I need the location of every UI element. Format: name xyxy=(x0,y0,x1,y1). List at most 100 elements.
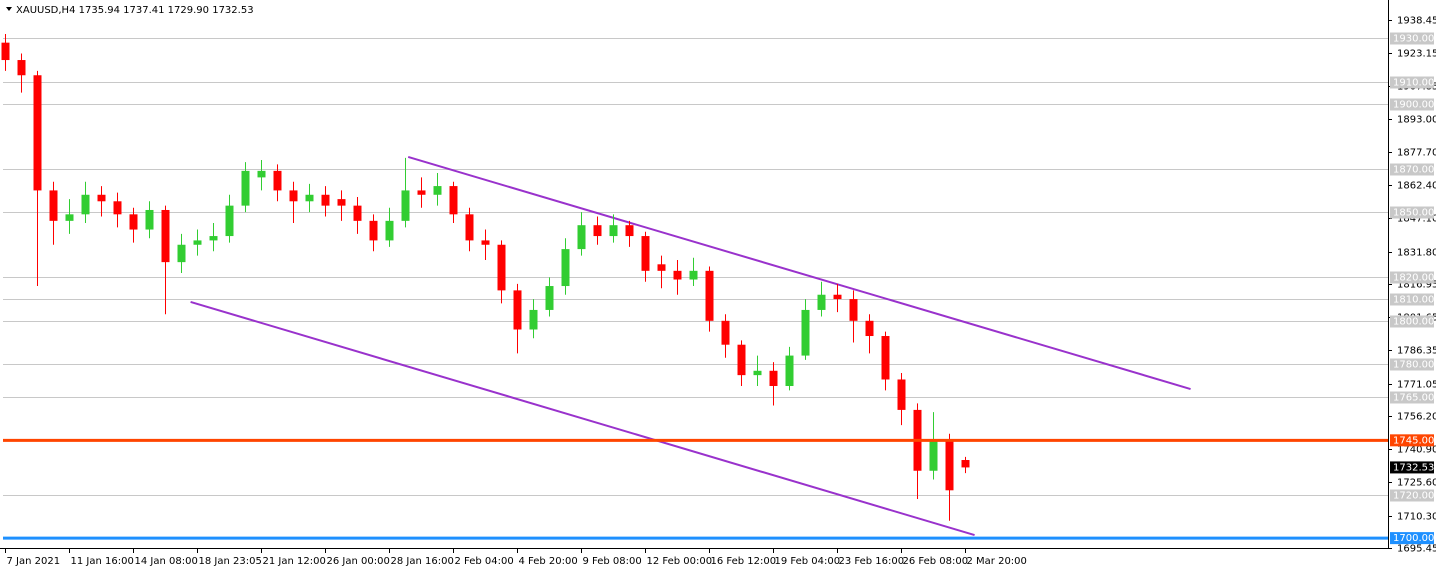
level-label: 1900.00 xyxy=(1393,100,1434,111)
level-tag xyxy=(1390,206,1434,219)
candle-body xyxy=(481,240,490,245)
x-tick-label: 4 Feb 20:00 xyxy=(519,556,578,567)
candle-body xyxy=(337,199,346,206)
candle-body xyxy=(257,170,266,178)
candle-body xyxy=(241,170,250,206)
candle-body xyxy=(161,209,170,263)
last-price-label: 1732.53 xyxy=(1393,462,1434,473)
candle-body xyxy=(81,194,90,215)
level-tag xyxy=(1390,163,1434,176)
candle-body xyxy=(401,190,410,221)
y-tick-label: 1756.20 xyxy=(1397,412,1436,423)
candle-body xyxy=(209,236,218,241)
last-price-tag xyxy=(1390,461,1434,474)
candle-body xyxy=(145,209,154,230)
level-label: 1780.00 xyxy=(1393,360,1434,371)
candle-body xyxy=(65,214,74,221)
candle-body xyxy=(433,186,442,195)
y-tick-label: 1862.40 xyxy=(1397,181,1436,192)
candle-body xyxy=(49,190,58,221)
y-tick-label: 1816.95 xyxy=(1397,280,1436,291)
candle-body xyxy=(849,299,858,321)
y-tick-label: 1831.80 xyxy=(1397,248,1436,259)
x-tick-label: 23 Feb 16:00 xyxy=(839,556,905,567)
candle-body xyxy=(897,379,906,410)
level-label: 1765.00 xyxy=(1393,393,1434,404)
level-label: 1910.00 xyxy=(1393,78,1434,89)
x-tick-label: 19 Feb 04:00 xyxy=(775,556,841,567)
candle-body xyxy=(929,440,938,471)
candle-body xyxy=(737,344,746,376)
candle-body xyxy=(513,290,522,330)
hline-tag xyxy=(1390,434,1434,447)
candle-body xyxy=(657,264,666,271)
level-label: 1720.00 xyxy=(1393,491,1434,502)
hline-label: 1700.00 xyxy=(1393,533,1434,544)
y-tick-label: 1771.05 xyxy=(1397,380,1436,391)
candle-body xyxy=(1,42,10,61)
x-tick-label: 26 Feb 08:00 xyxy=(903,556,969,567)
candle-body xyxy=(593,225,602,237)
candle-body xyxy=(865,320,874,337)
x-tick-label: 9 Feb 08:00 xyxy=(583,556,642,567)
level-tag xyxy=(1390,98,1434,111)
candle-body xyxy=(129,214,138,230)
candle-body xyxy=(801,309,810,356)
x-tick-label: 21 Jan 12:00 xyxy=(263,556,326,567)
x-tick-label: 14 Jan 08:00 xyxy=(135,556,198,567)
x-tick-label: 16 Feb 12:00 xyxy=(711,556,777,567)
candle-body xyxy=(385,220,394,241)
y-tick-label: 1893.00 xyxy=(1397,115,1436,126)
candle-body xyxy=(529,309,538,330)
candle-body xyxy=(497,244,506,291)
level-label: 1930.00 xyxy=(1393,34,1434,45)
candle-body xyxy=(449,186,458,215)
level-tag xyxy=(1390,293,1434,306)
level-tag xyxy=(1390,271,1434,284)
y-tick-label: 1740.90 xyxy=(1397,445,1436,456)
level-tag xyxy=(1390,32,1434,45)
candle-body xyxy=(705,270,714,321)
candle-body xyxy=(17,60,26,76)
candle-body xyxy=(465,214,474,241)
candle-body xyxy=(833,294,842,300)
chart-header: XAUUSD,H4 1735.94 1737.41 1729.90 1732.5… xyxy=(16,5,254,16)
candle-body xyxy=(753,370,762,376)
y-tick-label: 1877.70 xyxy=(1397,148,1436,159)
trend-line xyxy=(407,156,1191,391)
level-tag xyxy=(1390,76,1434,89)
candle-body xyxy=(689,270,698,280)
x-tick-label: 18 Jan 23:05 xyxy=(199,556,262,567)
menu-arrow[interactable] xyxy=(6,7,12,11)
y-tick-label: 1725.60 xyxy=(1397,478,1436,489)
candle-body xyxy=(641,236,650,271)
candle-body xyxy=(721,320,730,345)
candle-body xyxy=(673,270,682,280)
candle-body xyxy=(305,194,314,202)
candle-body xyxy=(33,75,42,191)
candle-body xyxy=(609,225,618,237)
candle-body xyxy=(945,440,954,491)
candle-body xyxy=(321,194,330,206)
level-tag xyxy=(1390,358,1434,371)
x-tick-label: 2 Feb 04:00 xyxy=(455,556,514,567)
x-tick-label: 12 Feb 00:00 xyxy=(647,556,713,567)
hline-tag xyxy=(1390,532,1434,545)
y-tick-label: 1695.45 xyxy=(1397,544,1436,555)
level-label: 1810.00 xyxy=(1393,295,1434,306)
level-tag xyxy=(1390,489,1434,502)
candle-body xyxy=(545,286,554,310)
hline-label: 1745.00 xyxy=(1393,435,1434,446)
candle-body xyxy=(817,294,826,310)
trend-line xyxy=(190,300,975,537)
x-tick-label: 11 Jan 16:00 xyxy=(71,556,134,567)
candle-body xyxy=(193,240,202,245)
candle-body xyxy=(177,244,186,263)
level-label: 1800.00 xyxy=(1393,317,1434,328)
candle-body xyxy=(289,190,298,202)
candle-body xyxy=(273,170,282,191)
candle-body xyxy=(961,460,970,468)
x-tick-label: 28 Jan 16:00 xyxy=(391,556,454,567)
